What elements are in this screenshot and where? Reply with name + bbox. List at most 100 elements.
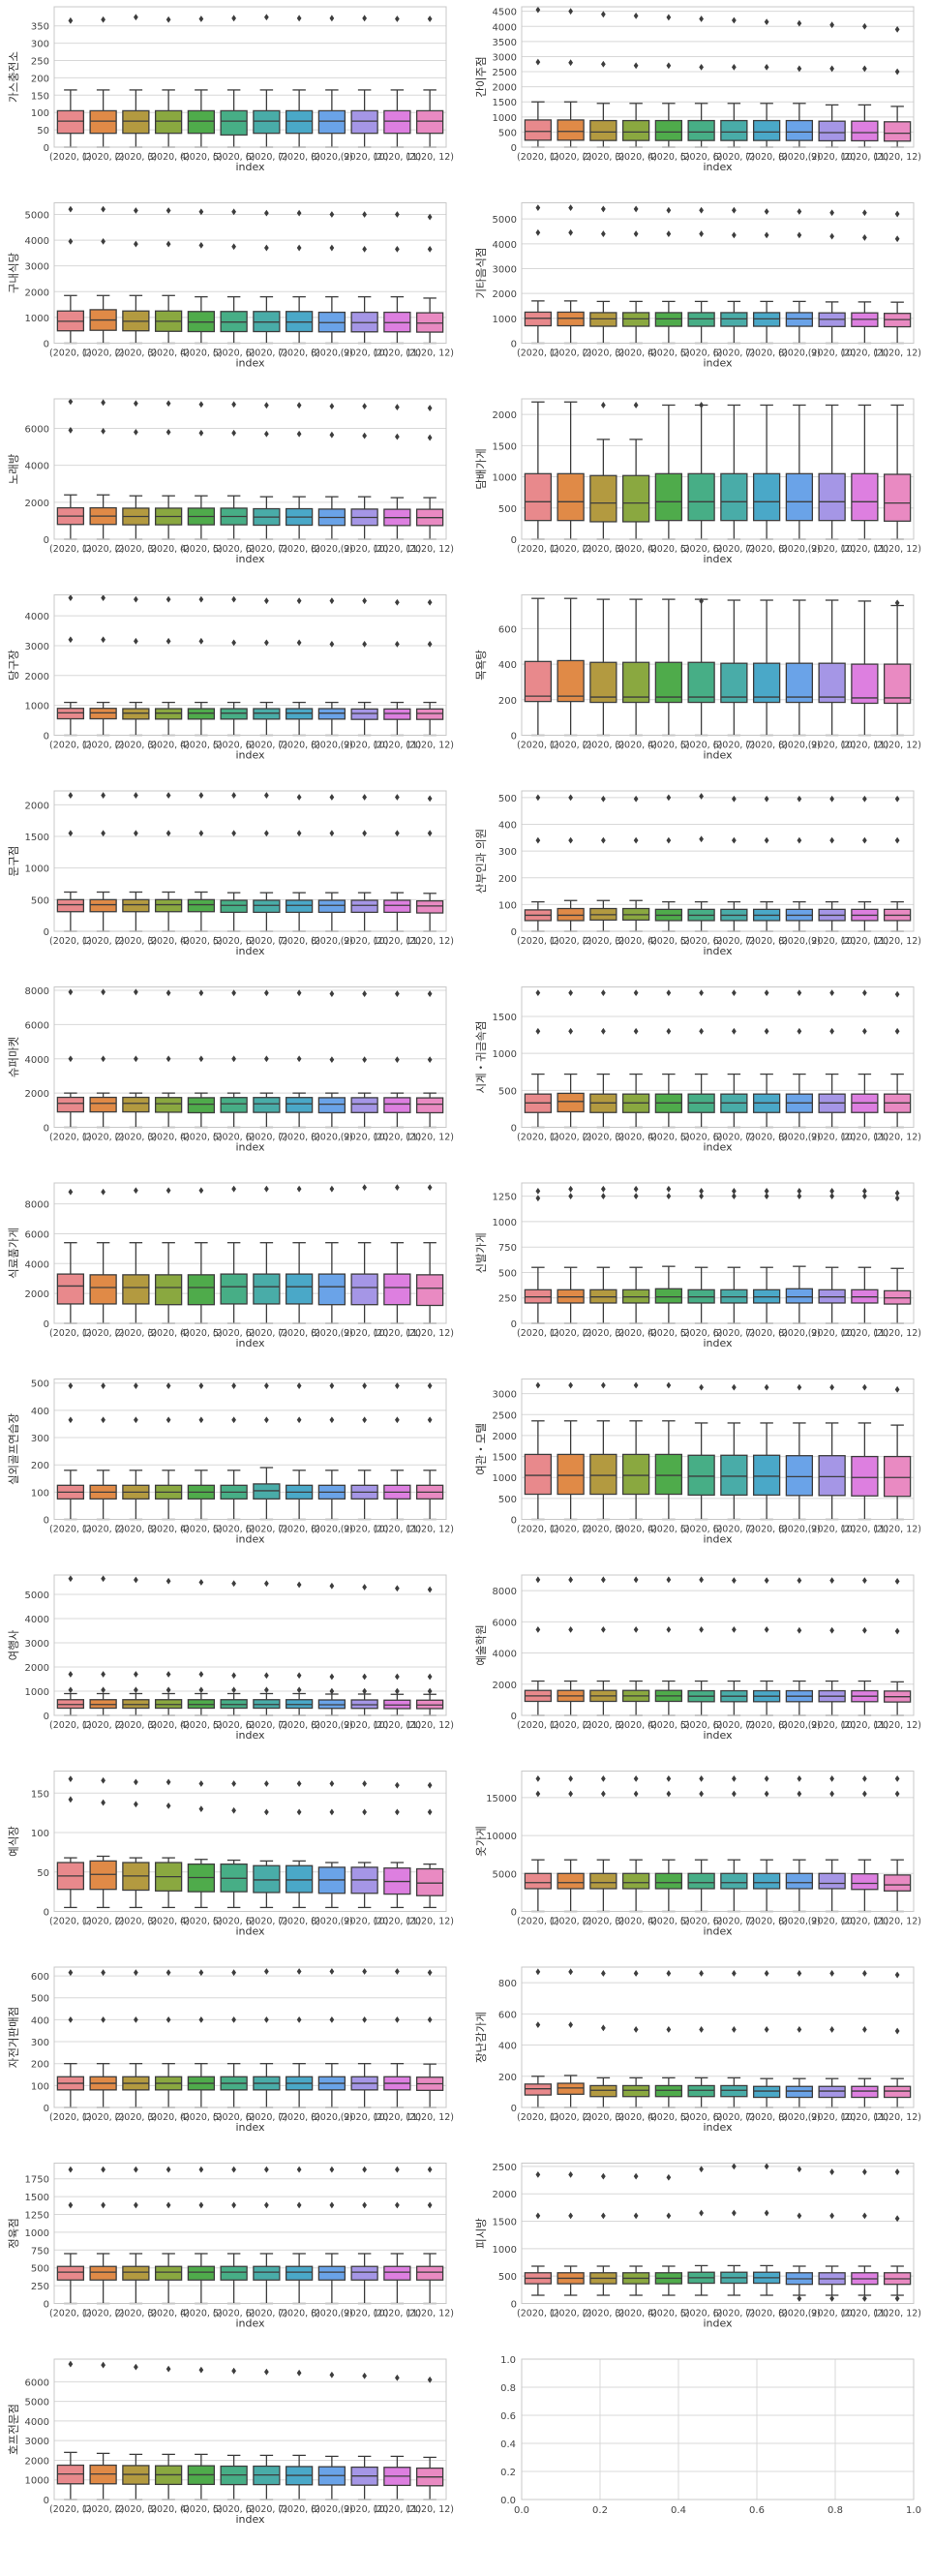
outlier-point — [68, 2015, 74, 2023]
outlier-point — [600, 1185, 606, 1193]
outlier-point — [861, 795, 867, 803]
outlier-point — [231, 1686, 237, 1694]
outlier-point — [101, 205, 106, 213]
outlier-point — [427, 405, 433, 411]
outlier-point — [633, 1193, 639, 1200]
y-tick-label: 150 — [31, 1789, 49, 1800]
y-tick-label: 0 — [511, 1712, 517, 1722]
outlier-point — [296, 1055, 302, 1063]
outlier-point — [699, 835, 705, 843]
y-tick-label: 1500 — [25, 2193, 49, 2203]
x-tick-label: (2020, 11) — [841, 1917, 889, 1927]
y-tick-label: 0 — [511, 927, 517, 938]
outlier-point — [699, 230, 705, 237]
outlier-point — [731, 63, 737, 71]
outlier-point — [263, 1382, 269, 1389]
outlier-point — [797, 2295, 802, 2302]
x-tick-label: (2020, 8) — [278, 1917, 320, 1927]
box-1 — [56, 398, 85, 540]
outlier-point — [666, 989, 672, 997]
outlier-point — [699, 206, 705, 214]
outlier-point — [329, 990, 335, 997]
outlier-point — [263, 244, 269, 252]
box-6 — [220, 2367, 248, 2500]
y-tick-label: 0 — [44, 1908, 49, 1919]
outlier-point — [296, 402, 302, 409]
x-tick-label: (2020, 8) — [745, 1525, 788, 1535]
iqr-box — [851, 472, 879, 522]
box-3 — [122, 1576, 150, 1716]
x-tick-label: (2020, 6) — [213, 1525, 256, 1535]
x-tick-label: (2020, 2) — [550, 936, 592, 947]
outlier-point — [263, 14, 269, 21]
box-6 — [220, 1969, 248, 2108]
outlier-point — [568, 2021, 574, 2029]
box-5 — [654, 598, 683, 737]
outlier-point — [427, 1673, 433, 1681]
iqr-box — [589, 2084, 617, 2098]
x-tick-label: (2020, 8) — [745, 1328, 788, 1339]
x-tick-label: (2020, 8) — [745, 2112, 788, 2123]
outlier-point — [535, 794, 541, 802]
y-tick-label: 400 — [498, 660, 517, 671]
outlier-point — [600, 1970, 606, 1977]
iqr-box — [785, 472, 814, 522]
iqr-box — [122, 708, 150, 720]
box-9 — [317, 403, 346, 540]
outlier-point — [394, 2374, 400, 2381]
outlier-point — [600, 1576, 606, 1584]
x-tick-label: (2020, 6) — [213, 936, 256, 947]
x-tick-label: (2020, 4) — [147, 2112, 190, 2123]
y-tick-label: 500 — [31, 2264, 49, 2275]
outlier-point — [362, 597, 368, 605]
iqr-box — [415, 312, 444, 333]
axes-frame — [53, 1182, 447, 1324]
y-tick-label: 2000 — [493, 289, 517, 300]
outlier-point — [568, 1193, 574, 1200]
outlier-point — [600, 205, 606, 213]
outlier-point — [894, 1027, 900, 1035]
outlier-point — [829, 836, 835, 844]
iqr-box — [154, 898, 183, 913]
x-tick-label: (2020, 8) — [278, 152, 320, 163]
plot-area — [54, 399, 446, 539]
outlier-point — [633, 2212, 639, 2220]
outlier-point — [731, 206, 737, 214]
x-tick-label: (2020, 11) — [374, 1917, 422, 1927]
x-tick-label: (2020, 2) — [82, 1720, 125, 1731]
x-axis-label: index — [703, 2121, 733, 2134]
plot-area — [522, 1183, 914, 1323]
outlier-point — [133, 2015, 138, 2023]
outlier-point — [133, 637, 138, 645]
iqr-box — [785, 1872, 814, 1890]
outlier-point — [894, 1190, 900, 1197]
iqr-box — [89, 109, 117, 135]
y-tick-label: 6000 — [25, 1020, 49, 1031]
x-tick-label: (2020, 3) — [115, 1328, 158, 1339]
outlier-point — [329, 1185, 335, 1193]
outlier-point — [68, 1055, 74, 1063]
axes-frame — [53, 1574, 447, 1716]
y-axis-label: 슈퍼마켓 — [7, 1037, 20, 1077]
box-10 — [350, 403, 378, 540]
plot-area — [522, 2359, 914, 2500]
x-tick-label: (2020, 12) — [406, 152, 454, 163]
x-tick-label: (2020, 1) — [517, 1133, 559, 1143]
outlier-point — [731, 1577, 737, 1585]
outlier-point — [535, 1968, 541, 1976]
outlier-point — [394, 211, 400, 218]
y-tick-label: 0.0 — [500, 2496, 516, 2506]
box-11 — [851, 989, 879, 1129]
x-tick-label: (2020, 9) — [778, 1720, 821, 1731]
outlier-point — [329, 244, 335, 252]
outlier-point — [362, 1584, 368, 1591]
x-tick-label: (2020, 5) — [180, 2309, 223, 2319]
y-tick-label: 1500 — [493, 2218, 517, 2228]
outlier-point — [362, 794, 368, 801]
outlier-point — [829, 209, 835, 217]
box-9 — [317, 15, 346, 148]
outlier-point — [198, 15, 204, 22]
outlier-point — [133, 2201, 138, 2209]
outlier-point — [198, 595, 204, 603]
